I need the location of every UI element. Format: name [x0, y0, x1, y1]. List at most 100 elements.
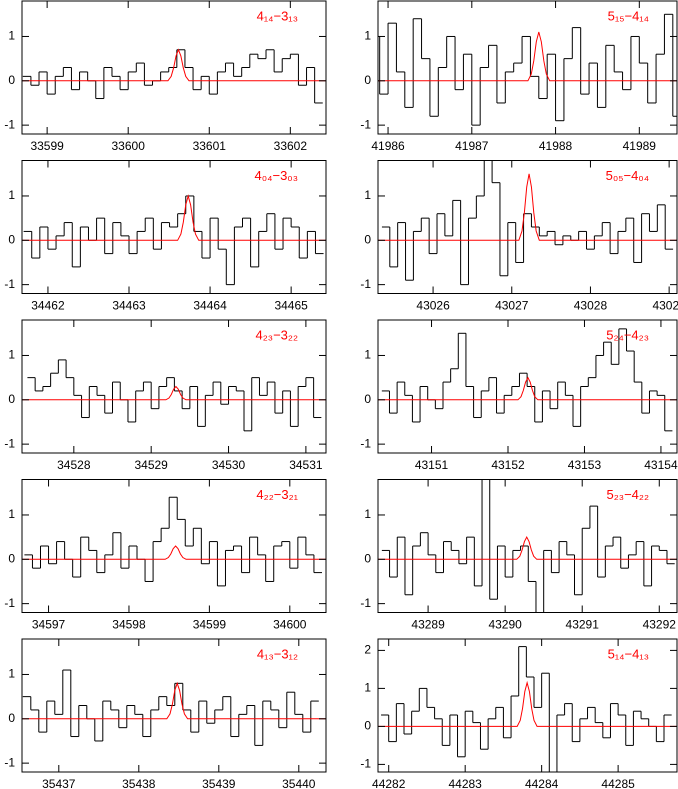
x-tick-label: 34597	[32, 618, 66, 632]
plot-area	[378, 328, 677, 432]
step-risers	[388, 328, 666, 431]
x-tick-label: 34462	[31, 299, 65, 313]
model-fit	[378, 173, 677, 241]
step-risers	[388, 646, 665, 772]
panel: 33599 33600 33601 33602 -1 0 1 4₁₄−3₁₃	[4, 0, 327, 153]
plot-frame	[21, 319, 327, 454]
y-tick-label: 1	[8, 667, 15, 681]
x-tick-label: 35437	[42, 777, 76, 789]
panel: 41986 41987 41988 41989 -1 0 1 5₁₅−4₁₄	[360, 0, 678, 153]
model-fit	[22, 681, 326, 720]
x-tick-label: 34598	[112, 618, 146, 632]
y-tick-label: -1	[360, 436, 371, 450]
x-tick-label: 41987	[455, 139, 489, 153]
panel-title: 5₂₃−4₂₂	[607, 487, 650, 502]
y-tick-label: -1	[4, 277, 15, 291]
model-fit	[378, 376, 677, 401]
panel-title: 4₁₃−3₁₂	[257, 646, 298, 661]
panel-title: 4₁₄−3₁₃	[257, 8, 298, 23]
x-tick-label: 33601	[193, 139, 227, 153]
y-tick-label: 1	[8, 188, 15, 202]
x-tick-label: 44282	[372, 777, 406, 789]
panel-title: 5₀₅−4₀₄	[606, 168, 649, 183]
x-tick-label: 34599	[193, 618, 227, 632]
plot-area	[378, 13, 677, 126]
panel: 35437 35438 35439 35440 -1 0 1 4₁₃−3₁₂	[4, 638, 327, 789]
panel-title: 4₂₂−3₂₁	[256, 487, 298, 502]
y-tick-label: 1	[364, 188, 371, 202]
x-tick-label: 44284	[525, 777, 559, 789]
y-tick-label: -1	[4, 117, 15, 131]
panel: 43026 43027 43028 43029 -1 0 1 5₀₅−4₀₄	[360, 160, 678, 313]
model-fit	[22, 545, 326, 560]
x-tick-label: 35438	[122, 777, 156, 789]
y-tick-label: 0	[364, 719, 371, 733]
panel-title: 5₁₅−4₁₄	[608, 8, 649, 23]
model-fit	[378, 536, 677, 560]
panel: 44282 44283 44284 44285 -1 0 1 2 5₁₄−4₁₃	[360, 638, 678, 789]
plot-frame	[21, 160, 327, 294]
step-risers	[31, 497, 315, 586]
x-tick-label: 34465	[274, 299, 308, 313]
x-tick-label: 35439	[202, 777, 236, 789]
y-tick-label: 0	[364, 232, 371, 246]
step-risers	[379, 14, 674, 126]
x-tick-label: 33602	[274, 139, 308, 153]
panel-title: 4₂₃−3₂₂	[256, 327, 299, 342]
step-risers	[30, 49, 316, 103]
plot-frame	[21, 638, 327, 773]
x-tick-label: 34529	[134, 458, 168, 472]
x-tick-label: 43027	[495, 299, 529, 313]
y-tick-label: 1	[364, 507, 371, 521]
x-tick-label: 43291	[566, 618, 600, 632]
y-tick-label: 1	[8, 348, 15, 362]
plot-frame	[377, 638, 678, 773]
x-tick-label: 34531	[289, 458, 323, 472]
panel: 34528 34529 34530 34531 -1 0 1 4₂₃−3₂₂	[4, 319, 327, 472]
x-tick-label: 41988	[539, 139, 573, 153]
model-fit	[22, 194, 326, 241]
panel: 34597 34598 34599 34600 -1 0 1 4₂₂−3₂₁	[4, 479, 327, 632]
y-tick-label: 1	[364, 29, 371, 43]
x-tick-label: 41989	[623, 139, 657, 153]
y-tick-label: -1	[360, 277, 371, 291]
y-tick-label: 1	[364, 348, 371, 362]
plot-frame	[377, 0, 678, 135]
model-fit	[22, 385, 326, 401]
x-tick-label: 43029	[652, 299, 678, 313]
x-tick-label: 33600	[112, 139, 146, 153]
x-tick-label: 43152	[491, 458, 525, 472]
plot-frame	[377, 319, 678, 454]
y-tick-label: -1	[4, 755, 15, 769]
y-tick-label: 0	[8, 392, 15, 406]
panel: 43151 43152 43153 43154 -1 0 1 5₂₄−4₂₃	[360, 319, 678, 472]
x-tick-label: 43290	[488, 618, 522, 632]
x-tick-label: 44283	[448, 777, 482, 789]
y-tick-label: -1	[360, 596, 371, 610]
panel-title: 4₀₄−3₀₃	[255, 168, 298, 183]
x-tick-label: 43026	[416, 299, 450, 313]
plot-frame	[377, 479, 678, 613]
y-tick-label: 0	[364, 551, 371, 565]
plot-frame	[21, 0, 327, 135]
x-tick-label: 43028	[574, 299, 608, 313]
model-fit	[22, 48, 326, 82]
panel: 34462 34463 34464 34465 -1 0 1 4₀₄−3₀₃	[4, 160, 327, 313]
step-risers	[34, 359, 315, 431]
x-tick-label: 35440	[282, 777, 316, 789]
plot-frame	[377, 160, 678, 294]
plot-area	[22, 48, 326, 104]
plot-area	[378, 479, 677, 613]
x-tick-label: 34528	[57, 458, 91, 472]
y-tick-label: -1	[4, 596, 15, 610]
plot-area	[22, 669, 326, 746]
plot-area	[22, 359, 326, 432]
x-tick-label: 44285	[601, 777, 635, 789]
x-tick-label: 33599	[30, 139, 64, 153]
x-tick-label: 43289	[411, 618, 445, 632]
x-tick-label: 41986	[371, 139, 405, 153]
y-tick-label: 2	[364, 643, 371, 657]
x-tick-label: 34530	[212, 458, 246, 472]
plot-area	[378, 160, 677, 286]
